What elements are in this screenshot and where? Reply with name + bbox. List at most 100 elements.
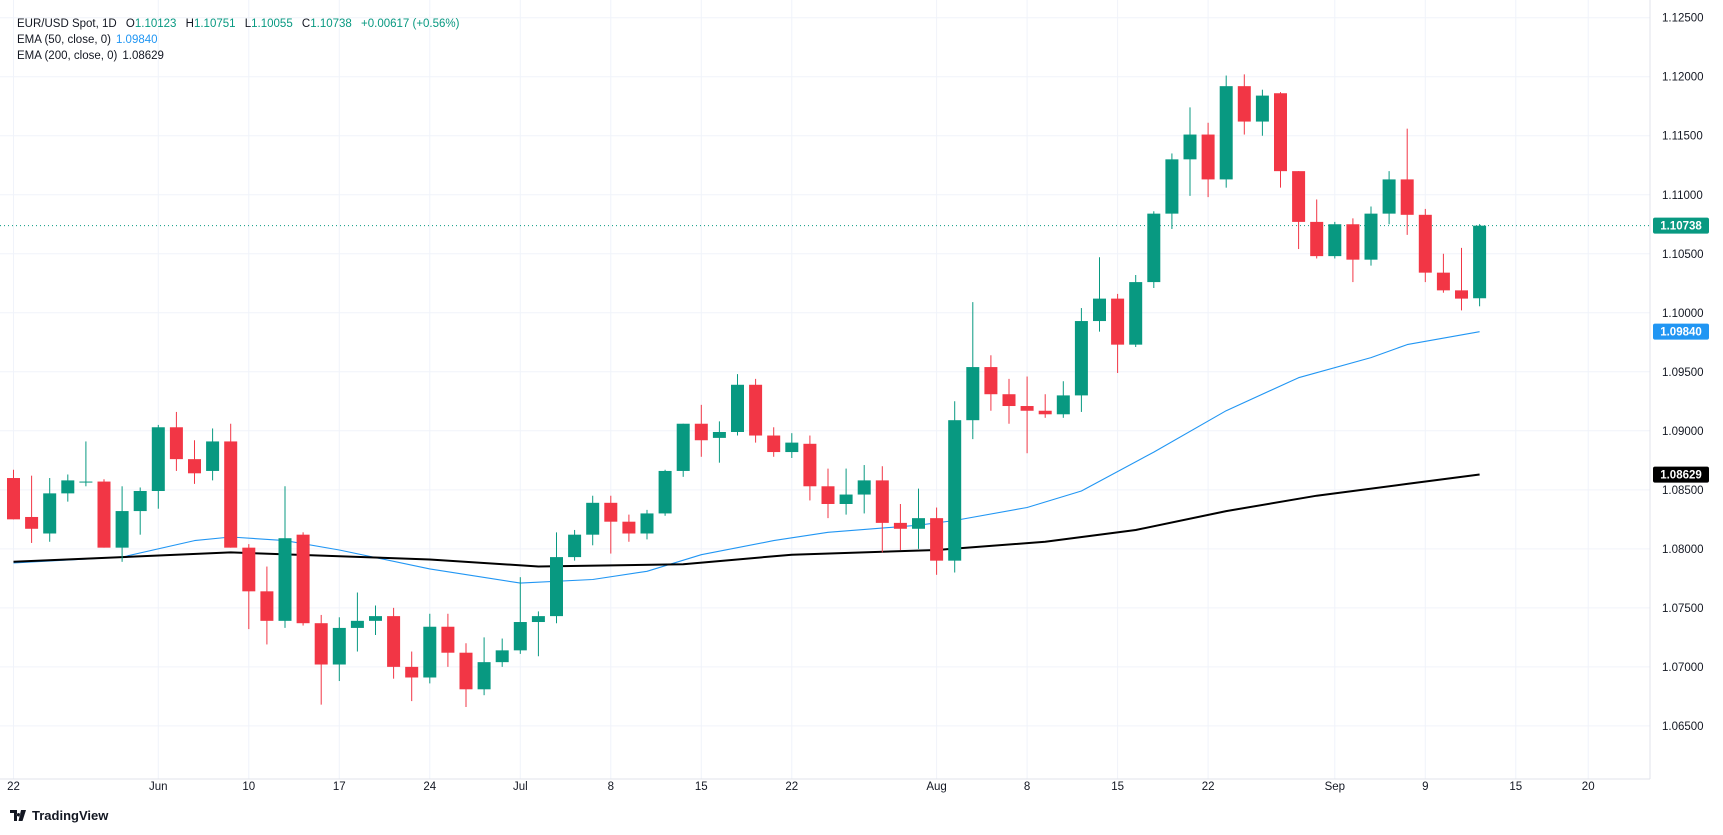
candle: [43, 478, 57, 542]
candle: [712, 421, 726, 463]
candle-body: [1056, 395, 1070, 415]
candle-body: [1020, 406, 1034, 411]
candle: [206, 428, 220, 481]
y-tick-label: 1.12500: [1662, 13, 1704, 25]
open-label: O: [125, 18, 135, 30]
candle: [242, 544, 256, 630]
candle-body: [1147, 213, 1161, 283]
candle-body: [441, 626, 455, 653]
candle-body: [912, 518, 925, 529]
candle-body: [531, 616, 545, 623]
ema50-line: [13, 331, 1480, 584]
candle-body: [151, 427, 165, 492]
candle: [1093, 257, 1106, 332]
high-label: H: [185, 18, 194, 30]
candle: [875, 466, 889, 553]
candle: [1400, 128, 1414, 235]
candle: [1436, 253, 1450, 293]
candle: [1038, 394, 1052, 418]
candle-body: [1346, 224, 1360, 260]
candle-body: [604, 502, 618, 522]
x-tick-label: 8: [1024, 781, 1030, 793]
candle-body: [785, 442, 799, 453]
candle: [1237, 74, 1251, 135]
candle: [930, 507, 944, 575]
candle-body: [260, 591, 274, 621]
candle: [79, 441, 93, 487]
x-tick-label: 24: [423, 781, 436, 793]
candle-body: [423, 626, 437, 678]
candle-body: [857, 480, 871, 495]
candle: [767, 427, 781, 457]
x-tick-label: 22: [785, 781, 798, 793]
candle-body: [948, 420, 962, 561]
candle: [115, 486, 129, 562]
candle-body: [1165, 159, 1179, 214]
candle: [1111, 293, 1125, 373]
candle-body: [1219, 86, 1233, 180]
candle-body: [206, 441, 220, 471]
symbol-label[interactable]: EUR/USD Spot, 1D: [17, 18, 117, 30]
high-value: 1.10751: [193, 18, 236, 30]
candle: [531, 611, 545, 657]
candle: [296, 532, 310, 626]
candle-body: [966, 367, 980, 421]
candle: [912, 488, 925, 549]
candle: [857, 465, 871, 514]
tradingview-brand[interactable]: TradingView: [10, 808, 108, 823]
x-tick-label: 9: [1422, 781, 1428, 793]
price-tag-background: [1653, 466, 1709, 483]
candle-body: [803, 443, 817, 487]
candle-body: [821, 486, 835, 504]
candle: [1455, 247, 1468, 311]
candle-body: [586, 502, 600, 535]
candle-body: [1364, 213, 1378, 260]
candle-body: [314, 623, 328, 665]
candle-body: [1129, 282, 1143, 345]
candle-body: [1237, 86, 1251, 122]
candle: [1328, 221, 1342, 259]
y-tick-label: 1.07500: [1662, 603, 1704, 615]
x-tick-label: 22: [7, 781, 20, 793]
price-tag-label: 1.08629: [1660, 470, 1702, 482]
close-label: C: [301, 18, 311, 30]
candle: [151, 424, 165, 509]
chart-legend: EUR/USD Spot, 1D O1.10123 H1.10751 L1.10…: [17, 16, 459, 64]
candle-body: [477, 662, 491, 690]
price-tag: 1.08629: [1653, 466, 1709, 483]
candle: [622, 514, 636, 542]
candle: [966, 302, 980, 440]
candle-body: [622, 521, 636, 534]
ema50-label: EMA (50, close, 0): [17, 34, 111, 46]
candle-body: [731, 384, 744, 432]
ema200-value: 1.08629: [122, 50, 164, 62]
candle-body: [893, 522, 907, 529]
candle-body: [133, 491, 147, 512]
candle-body: [749, 384, 763, 436]
x-tick-label: Jul: [513, 781, 528, 793]
low-value: 1.10055: [251, 18, 293, 30]
price-tag-background: [1653, 217, 1709, 234]
legend-ema200-row[interactable]: EMA (200, close, 0) 1.08629: [17, 48, 459, 64]
candle-body: [188, 459, 201, 474]
candle: [1292, 171, 1306, 250]
candle-body: [640, 513, 654, 534]
candle: [1201, 122, 1215, 198]
price-tag-background: [1653, 323, 1709, 340]
ema50-value: 1.09840: [115, 34, 158, 46]
candle-body: [513, 622, 527, 651]
x-tick-label: Aug: [926, 781, 946, 793]
candle: [1165, 153, 1179, 229]
candle: [459, 643, 473, 708]
candle-body: [1328, 224, 1342, 257]
candle: [1129, 275, 1143, 348]
candle: [1183, 107, 1197, 196]
candle: [731, 374, 744, 436]
legend-ema50-row[interactable]: EMA (50, close, 0) 1.09840: [17, 32, 459, 48]
change-value: +0.00617 (+0.56%): [361, 18, 460, 30]
candle: [1002, 378, 1016, 424]
candle: [1364, 206, 1378, 266]
x-tick-label: 22: [1202, 781, 1215, 793]
candle: [25, 475, 39, 543]
